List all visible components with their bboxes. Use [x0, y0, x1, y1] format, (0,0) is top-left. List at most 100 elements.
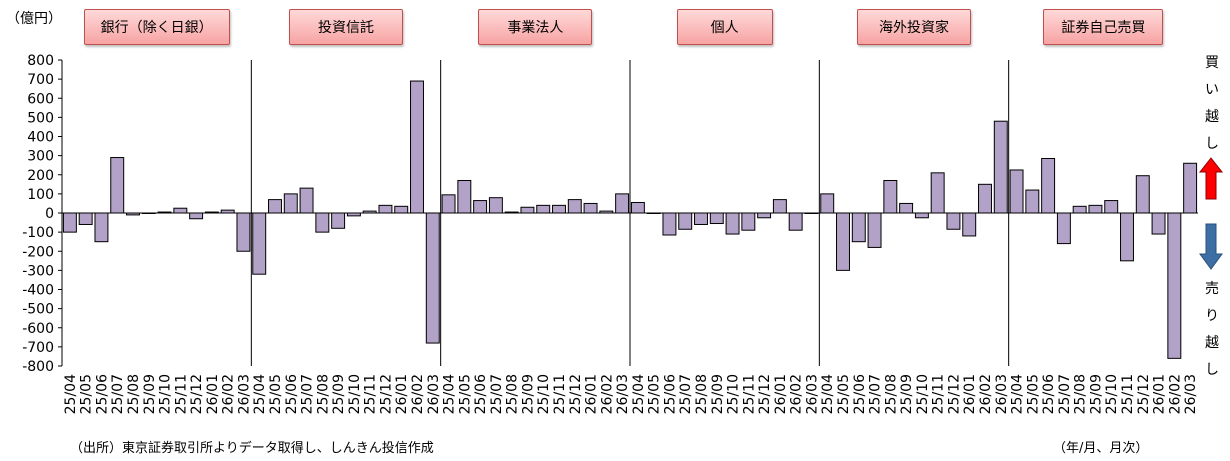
sell-arrow-icon — [1199, 223, 1223, 270]
bar — [94, 212, 109, 243]
bar — [1167, 212, 1182, 359]
x-tick-label: 25/11 — [741, 374, 757, 414]
bar — [220, 209, 235, 214]
x-tick-label: 25/05 — [1025, 374, 1041, 414]
buy-arrow-icon — [1198, 157, 1224, 200]
y-tick-label: -400 — [22, 283, 54, 299]
bar — [78, 212, 93, 225]
bar — [851, 212, 866, 243]
x-tick-label: 26/02 — [599, 374, 615, 414]
bar — [1009, 169, 1024, 214]
y-tick-label: 800 — [27, 53, 54, 69]
y-tick-label: 600 — [27, 91, 54, 107]
bar — [804, 212, 819, 214]
x-tick-label: 25/07 — [868, 374, 884, 414]
bar — [410, 80, 424, 214]
bar — [362, 210, 377, 214]
x-tick-label: 25/10 — [536, 374, 552, 414]
y-tick-label: -300 — [22, 263, 54, 279]
x-tick-label: 25/09 — [899, 374, 915, 414]
y-tick-label: 200 — [27, 168, 54, 184]
x-tick-label: 26/03 — [615, 374, 631, 414]
x-tick-label: 25/06 — [1041, 374, 1057, 414]
x-tick-label: 25/04 — [1010, 374, 1026, 414]
bar — [709, 212, 724, 225]
bar — [741, 212, 756, 231]
bar — [331, 212, 346, 229]
bar — [283, 193, 298, 214]
x-tick-label: 26/01 — [773, 374, 789, 414]
x-tick-label: 25/05 — [79, 374, 95, 414]
x-tick-label: 25/12 — [189, 374, 205, 414]
bar — [694, 212, 708, 225]
x-tick-label: 25/12 — [946, 374, 962, 414]
x-tick-label: 25/12 — [378, 374, 394, 414]
y-tick-label: -800 — [22, 359, 54, 375]
x-tick-label: 25/08 — [883, 374, 899, 414]
bar — [204, 211, 219, 214]
sell-label-char: 売 — [1205, 281, 1219, 297]
x-tick-label: 25/11 — [363, 374, 379, 414]
bar — [1025, 189, 1040, 214]
bar — [394, 205, 409, 214]
bar — [173, 207, 188, 214]
x-tick-label: 26/01 — [584, 374, 600, 414]
x-tick-label: 26/01 — [394, 374, 410, 414]
category-header: 証券自己売買 — [1043, 9, 1164, 45]
bar — [552, 204, 566, 214]
x-tick-label: 25/12 — [568, 374, 584, 414]
y-tick-label: -500 — [22, 302, 54, 318]
x-tick-label: 25/10 — [726, 374, 742, 414]
unit-label: （億円） — [6, 11, 62, 27]
bar — [836, 212, 850, 271]
x-tick-label: 26/03 — [426, 374, 442, 414]
x-tick-label: 25/07 — [1057, 374, 1073, 414]
bar — [1041, 157, 1056, 214]
bar — [378, 204, 393, 214]
x-tick-label: 25/11 — [931, 374, 947, 414]
bar — [441, 194, 456, 214]
x-tick-label: 25/06 — [94, 374, 110, 414]
y-tick-label: 400 — [27, 130, 54, 146]
bar — [993, 120, 1008, 214]
x-tick-label: 25/08 — [505, 374, 521, 414]
bar — [946, 212, 961, 230]
bar — [599, 210, 614, 214]
x-tick-label: 25/11 — [552, 374, 568, 414]
bar — [615, 193, 630, 214]
x-tick-label: 25/08 — [1073, 374, 1089, 414]
bar — [252, 212, 267, 275]
bar — [930, 172, 945, 214]
bar — [962, 212, 977, 237]
bar — [646, 212, 661, 214]
x-tick-label: 25/05 — [268, 374, 284, 414]
y-tick-label: 500 — [27, 110, 54, 126]
x-tick-label: 25/08 — [694, 374, 710, 414]
sell-label-char: り — [1205, 308, 1219, 324]
bar — [788, 212, 803, 231]
bar — [1120, 212, 1134, 262]
x-tick-label: 25/08 — [315, 374, 331, 414]
bar — [268, 199, 282, 214]
bar — [867, 212, 882, 248]
bar — [772, 199, 787, 214]
bar — [583, 202, 598, 214]
x-tick-label: 26/03 — [1183, 374, 1199, 414]
bar — [62, 212, 77, 233]
buy-label-char: 越 — [1205, 109, 1219, 125]
y-axis: 800 700 600 500 400 300 200 100 0 -100 -200 -300 -40… — [22, 53, 63, 375]
category-header: 海外投資家 — [857, 9, 971, 45]
bar — [1088, 204, 1103, 214]
bar — [141, 212, 156, 214]
bar — [536, 204, 551, 214]
x-tick-label: 26/01 — [205, 374, 221, 414]
period-note: （年/月、月次） — [1053, 441, 1149, 456]
x-tick-label: 26/01 — [1152, 374, 1168, 414]
bar — [757, 212, 772, 219]
bar — [110, 157, 125, 214]
x-tick-label: 25/11 — [173, 374, 189, 414]
bar — [1072, 205, 1087, 214]
x-tick-label: 25/10 — [1104, 374, 1120, 414]
x-tick-label: 26/03 — [994, 374, 1010, 414]
